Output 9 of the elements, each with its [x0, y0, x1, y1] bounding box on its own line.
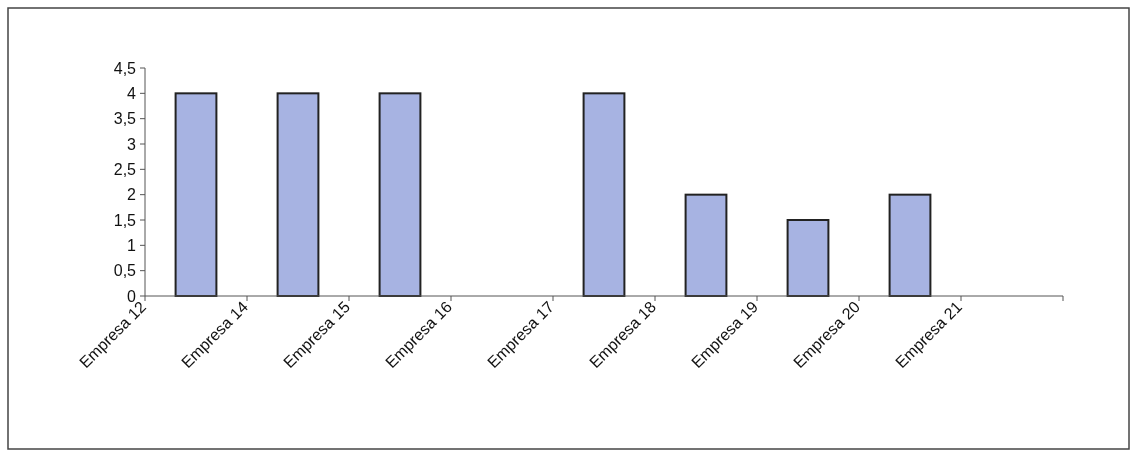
y-tick-label: 3,5 — [113, 110, 137, 128]
y-tick-label: 4 — [127, 84, 137, 102]
y-tick-label: 1,5 — [113, 211, 137, 229]
y-tick-label: 2 — [127, 186, 137, 204]
y-tick-label: 2,5 — [113, 160, 137, 178]
y-tick-label: 4,5 — [113, 59, 137, 77]
y-tick-label: 3 — [127, 135, 137, 153]
y-tick-label: 1 — [127, 236, 137, 254]
y-tick-label: 0,5 — [113, 262, 137, 280]
